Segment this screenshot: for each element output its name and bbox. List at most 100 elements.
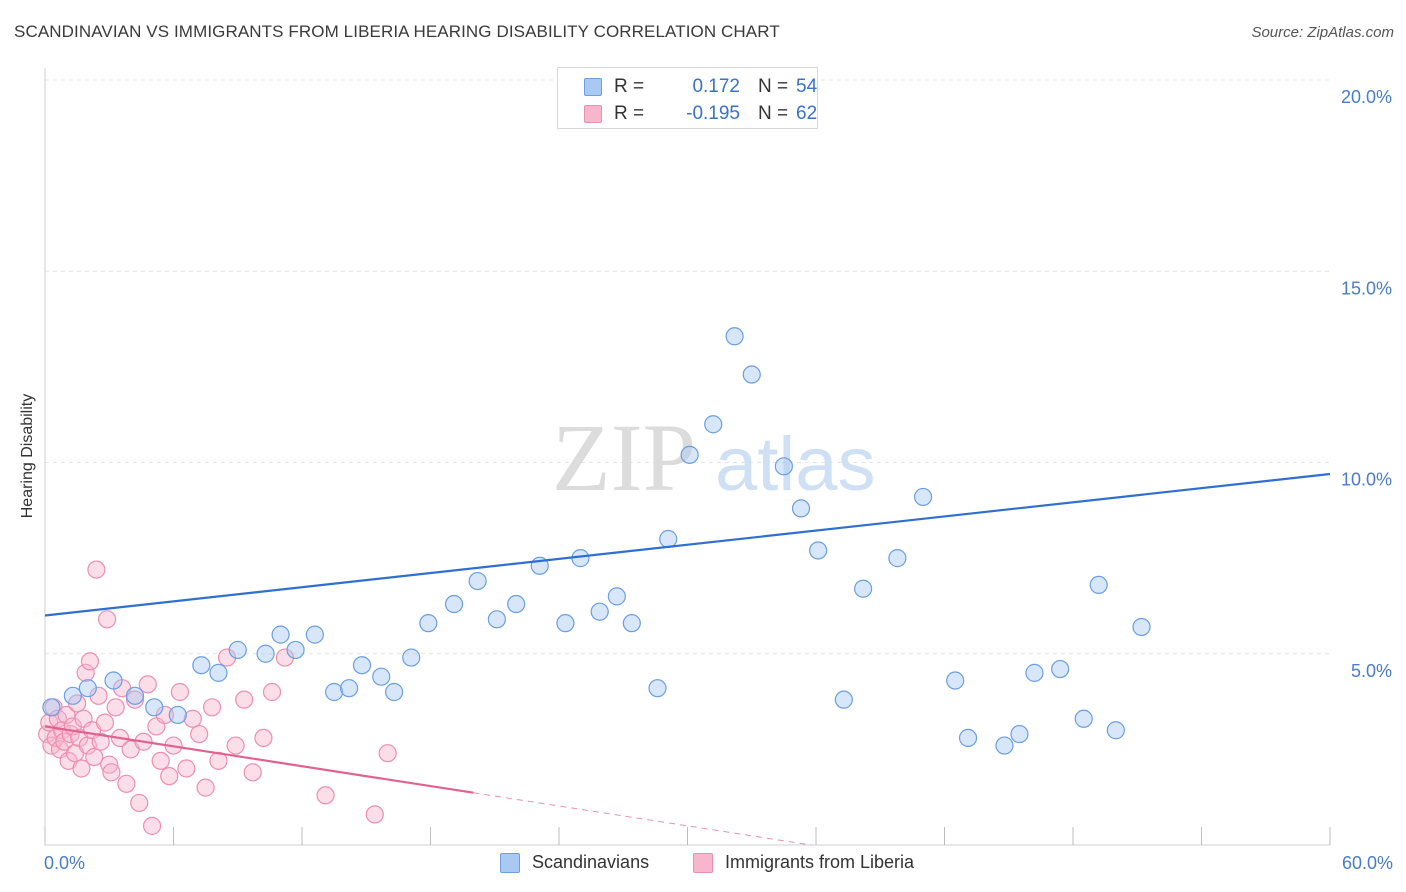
scandinavian-point <box>228 640 247 660</box>
scandinavian-point <box>168 705 187 725</box>
scandinavian-point <box>622 614 641 633</box>
liberia-point <box>183 709 202 728</box>
liberia-point <box>226 736 245 755</box>
liberia-point <box>48 709 67 728</box>
scandinavian-point <box>742 365 761 384</box>
x-tick-label: 60.0% <box>1342 853 1393 873</box>
scandinavian-point <box>340 679 359 698</box>
x-tick-label: 0.0% <box>44 853 85 873</box>
liberia-point <box>202 698 222 717</box>
liberia-point <box>72 759 91 778</box>
scandinavian-point <box>659 529 678 549</box>
chart-title: SCANDINAVIAN VS IMMIGRANTS FROM LIBERIA … <box>14 22 780 41</box>
scandinavian-point <box>1051 659 1070 679</box>
scandinavian-point <box>325 682 344 702</box>
source-credit: Source: ZipAtlas.com <box>1251 24 1394 41</box>
scandinavian-point <box>271 625 290 644</box>
scandinavian-point <box>63 686 82 705</box>
scandinavian-point <box>704 415 723 434</box>
scandinavian-point <box>209 663 228 682</box>
liberia-point <box>102 763 121 782</box>
liberia-point <box>98 610 117 629</box>
watermark-zip: ZIP <box>552 404 696 511</box>
scandinavian-point <box>913 487 933 507</box>
scandinavian-point <box>145 698 164 717</box>
liberia-point <box>151 751 170 770</box>
tick-labels: 5.0% 10.0% 15.0% 20.0% 0.0% 60.0% <box>44 87 1393 873</box>
trend-line-scandinavians <box>44 472 1331 617</box>
liberia-point <box>91 732 110 751</box>
liberia-point <box>38 724 57 744</box>
liberia-point <box>243 763 262 782</box>
scandinavian-point <box>42 698 61 717</box>
scandinavian-point <box>192 656 211 675</box>
scandinavian-point <box>402 648 421 667</box>
scandinavian-point <box>958 728 978 748</box>
scandinavian-point <box>809 541 828 560</box>
liberia-point <box>80 652 100 671</box>
scandinavian-point <box>854 579 873 598</box>
liberia-point <box>85 747 104 767</box>
liberia-point <box>316 786 335 805</box>
series-scandinavians-points <box>42 327 1151 755</box>
scandinavian-point <box>286 640 305 660</box>
y-tick-label: 5.0% <box>1351 661 1392 681</box>
legend-r-value: 0.172 <box>692 76 740 97</box>
scandinavian-point <box>256 644 275 663</box>
scandinavian-point <box>995 736 1014 755</box>
scandinavian-point <box>590 602 609 621</box>
scandinavian-point <box>834 690 853 709</box>
liberia-point <box>138 675 157 694</box>
liberia-point <box>106 698 125 717</box>
scandinavian-point <box>444 594 464 614</box>
scandinavian-point <box>607 587 626 606</box>
scandinavian-point <box>1074 709 1093 728</box>
legend-label-liberia: Immigrants from Liberia <box>725 852 915 872</box>
watermark: ZIP atlas <box>552 404 876 511</box>
scandinavian-point <box>1025 663 1044 682</box>
legend-n-label: N = <box>758 103 789 124</box>
liberia-point <box>160 767 179 786</box>
y-tick-label: 10.0% <box>1341 470 1392 490</box>
scandinavian-point <box>419 614 438 633</box>
scandinavian-point <box>507 594 526 614</box>
liberia-point <box>262 682 282 702</box>
scandinavian-point <box>725 327 744 346</box>
scandinavian-point <box>556 614 575 633</box>
y-tick-label: 20.0% <box>1341 87 1392 107</box>
y-tick-label: 15.0% <box>1341 278 1392 298</box>
legend-r-value: -0.195 <box>686 103 740 124</box>
scandinavian-point <box>78 679 97 698</box>
scandinavian-point <box>487 610 506 629</box>
series-liberia-points <box>38 560 397 835</box>
liberia-point <box>87 560 106 579</box>
scandinavian-point <box>946 671 965 690</box>
legend-n-label: N = <box>758 76 789 97</box>
correlation-legend: R = 0.172 N = 54 R = -0.195 N = 62 <box>557 67 818 129</box>
trend-line-liberia <box>44 725 474 794</box>
liberia-point <box>254 728 273 748</box>
liberia-point <box>170 682 190 702</box>
scandinavian-point <box>104 671 123 690</box>
scandinavian-point <box>1106 721 1125 740</box>
legend-n-value: 54 <box>796 76 818 97</box>
legend-r-label: R = <box>614 76 645 97</box>
scandinavian-point <box>774 457 793 476</box>
scandinavian-point <box>1132 617 1151 637</box>
scandinavian-point <box>1089 575 1108 595</box>
legend-swatch-scandinavians <box>584 78 602 96</box>
legend-label-scandinavians: Scandinavians <box>532 852 650 872</box>
scandinavian-point <box>680 445 699 464</box>
legend-swatch-scandinavians <box>500 853 520 873</box>
liberia-point <box>57 705 76 725</box>
legend-r-label: R = <box>614 103 645 124</box>
legend-swatch-liberia <box>693 853 713 873</box>
legend-swatch-liberia <box>584 105 602 123</box>
scandinavian-point <box>305 625 324 644</box>
grid-layer <box>45 79 1330 655</box>
liberia-point <box>130 793 149 813</box>
liberia-point <box>142 816 162 835</box>
liberia-point <box>190 724 209 744</box>
scandinavian-point <box>468 571 487 591</box>
